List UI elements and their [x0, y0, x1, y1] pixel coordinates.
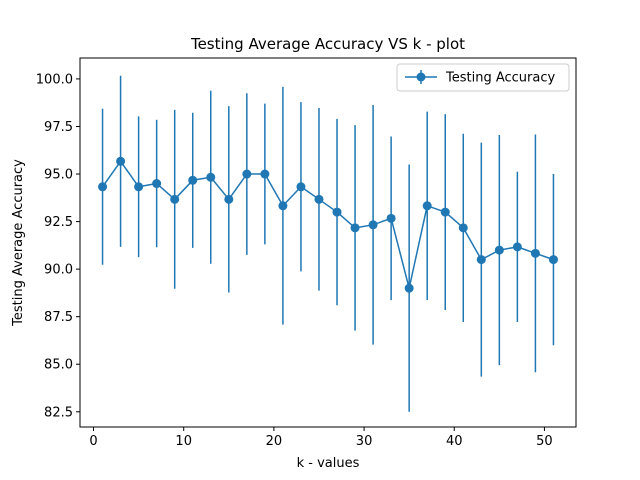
plot-area [98, 75, 558, 412]
y-tick-label: 82.5 [44, 405, 73, 420]
data-point [332, 207, 342, 217]
data-point [224, 194, 234, 204]
axes-frame [79, 57, 577, 428]
data-point [422, 201, 432, 211]
y-tick-label: 95.0 [44, 168, 73, 183]
y-axis-label: Testing Average Accuracy [11, 159, 26, 327]
x-tick-label: 40 [446, 434, 463, 449]
x-axis: 0 10 20 30 40 50 [89, 427, 553, 449]
y-tick-label: 100.0 [36, 72, 73, 87]
data-point [350, 223, 360, 233]
data-point [170, 194, 180, 204]
x-tick-label: 30 [356, 434, 373, 449]
legend-box [396, 63, 570, 92]
y-axis: 82.5 85.0 87.5 90.0 92.5 95.0 97.5 100.0 [36, 72, 80, 420]
y-tick-label: 90.0 [44, 263, 73, 278]
data-point [206, 172, 216, 182]
data-point [440, 207, 450, 217]
x-tick-label: 50 [536, 434, 553, 449]
data-point [152, 179, 162, 189]
data-point [188, 175, 198, 185]
legend: Testing Accuracy [396, 63, 570, 92]
data-point [98, 182, 108, 192]
series-line [101, 160, 554, 289]
x-tick-label: 0 [89, 434, 97, 449]
data-point [296, 182, 306, 192]
x-tick-label: 20 [266, 434, 283, 449]
data-point [368, 220, 378, 230]
x-tick-label: 10 [175, 434, 192, 449]
legend-entry-label: Testing Accuracy [445, 71, 555, 86]
y-tick-label: 87.5 [44, 310, 73, 325]
data-point [278, 201, 288, 211]
data-point [458, 223, 468, 233]
legend-marker-swatch [416, 72, 426, 82]
data-point [512, 242, 522, 252]
data-point [386, 213, 396, 223]
y-tick-label: 97.5 [44, 120, 73, 135]
data-point [548, 255, 558, 265]
data-point [260, 169, 270, 179]
data-point [116, 156, 126, 166]
x-axis-label: k - values [297, 456, 360, 471]
data-point [242, 169, 252, 179]
chart-title: Testing Average Accuracy VS k - plot [190, 35, 465, 53]
data-point [494, 245, 504, 255]
data-point [530, 248, 540, 258]
data-point [476, 255, 486, 265]
y-tick-label: 85.0 [44, 358, 73, 373]
data-point [314, 194, 324, 204]
data-point [404, 283, 414, 293]
data-point [134, 182, 144, 192]
y-tick-label: 92.5 [44, 215, 73, 230]
